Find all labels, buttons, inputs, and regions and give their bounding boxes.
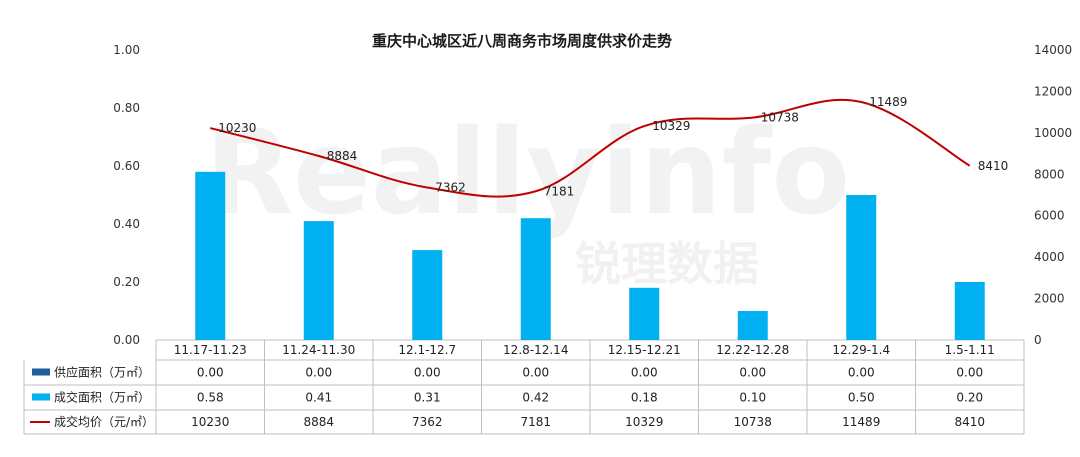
price-data-label: 11489 (869, 95, 907, 109)
table-cell: 0.00 (848, 366, 875, 380)
y-left-tick-label: 0.40 (113, 217, 140, 231)
table-cell: 0.00 (522, 366, 549, 380)
bar-deal-area (629, 287, 660, 340)
y-right-tick-label: 6000 (1034, 209, 1065, 223)
table-cell: 0.42 (522, 391, 549, 405)
y-left-tick-label: 0.20 (113, 275, 140, 289)
bar-deal-area (737, 311, 768, 340)
category-label: 12.8-12.14 (503, 343, 568, 357)
y-right-tick-label: 0 (1034, 333, 1042, 347)
table-cell: 0.00 (414, 366, 441, 380)
category-label: 12.29-1.4 (832, 343, 890, 357)
watermark-text: Reallyinfo (205, 103, 850, 241)
watermark-subtext: 锐理数据 (575, 237, 759, 291)
y-left-tick-label: 0.80 (113, 101, 140, 115)
price-data-label: 10738 (761, 111, 799, 125)
table-cell: 0.58 (197, 391, 224, 405)
table-cell: 0.41 (305, 391, 332, 405)
legend-swatch (32, 393, 50, 401)
table-cell: 10738 (734, 415, 772, 429)
bar-deal-area (954, 282, 985, 340)
table-cell: 0.00 (197, 366, 224, 380)
y-left-tick-label: 1.00 (113, 43, 140, 57)
price-data-label: 10230 (218, 121, 256, 135)
series-name: 供应面积（万㎡） (54, 365, 150, 380)
price-data-label: 7362 (435, 181, 466, 195)
y-left-tick-label: 0.60 (113, 159, 140, 173)
table-cell: 10329 (625, 415, 663, 429)
price-data-label: 10329 (652, 119, 690, 133)
plot-area: 0.00 0.20 0.40 0.60 0.80 1.00 0 2000 4000 6000 800… (113, 43, 1072, 347)
y-right-tick-label: 10000 (1034, 126, 1072, 140)
category-label: 11.24-11.30 (282, 343, 355, 357)
y-right-tick-label: 2000 (1034, 292, 1065, 306)
table-cell: 0.10 (739, 391, 766, 405)
price-data-label: 8410 (978, 159, 1009, 173)
category-label: 12.15-12.21 (608, 343, 681, 357)
table-cell: 7181 (520, 415, 551, 429)
table-cell: 0.31 (414, 391, 441, 405)
y-right-tick-label: 12000 (1034, 84, 1072, 98)
table-cell: 0.00 (305, 366, 332, 380)
bar-deal-area (520, 218, 551, 340)
data-table: 11.17-11.23 11.24-11.30 12.1-12.7 12.8-12.1… (23, 340, 1025, 435)
table-cell: 0.20 (956, 391, 983, 405)
price-data-label: 7181 (544, 184, 575, 198)
bar-deal-area (303, 221, 334, 340)
bar-deal-area (195, 171, 226, 340)
series-name: 成交面积（万㎡） (54, 390, 150, 405)
y-right-tick-label: 8000 (1034, 167, 1065, 181)
table-cell: 7362 (412, 415, 443, 429)
table-cell: 0.50 (848, 391, 875, 405)
category-label: 12.1-12.7 (398, 343, 456, 357)
category-label: 11.17-11.23 (174, 343, 247, 357)
table-cell: 0.18 (631, 391, 658, 405)
table-cell: 0.00 (956, 366, 983, 380)
table-cell: 11489 (842, 415, 880, 429)
table-cell: 0.00 (631, 366, 658, 380)
category-label: 12.22-12.28 (716, 343, 789, 357)
legend-swatch (32, 368, 50, 376)
y-right-tick-label: 4000 (1034, 250, 1065, 264)
bar-deal-area (412, 250, 443, 340)
chart-title: 重庆中心城区近八周商务市场周度供求价走势 (372, 32, 672, 50)
bar-deal-area (846, 195, 877, 340)
table-cell: 8410 (954, 415, 985, 429)
table-cell: 0.00 (739, 366, 766, 380)
price-line (210, 98, 971, 198)
table-cell: 10230 (191, 415, 229, 429)
y-right-tick-label: 14000 (1034, 43, 1072, 57)
category-label: 1.5-1.11 (945, 343, 995, 357)
y-left-tick-label: 0.00 (113, 333, 140, 347)
price-data-label: 8884 (327, 149, 358, 163)
table-cell: 8884 (303, 415, 334, 429)
series-name: 成交均价（元/㎡） (54, 414, 154, 429)
